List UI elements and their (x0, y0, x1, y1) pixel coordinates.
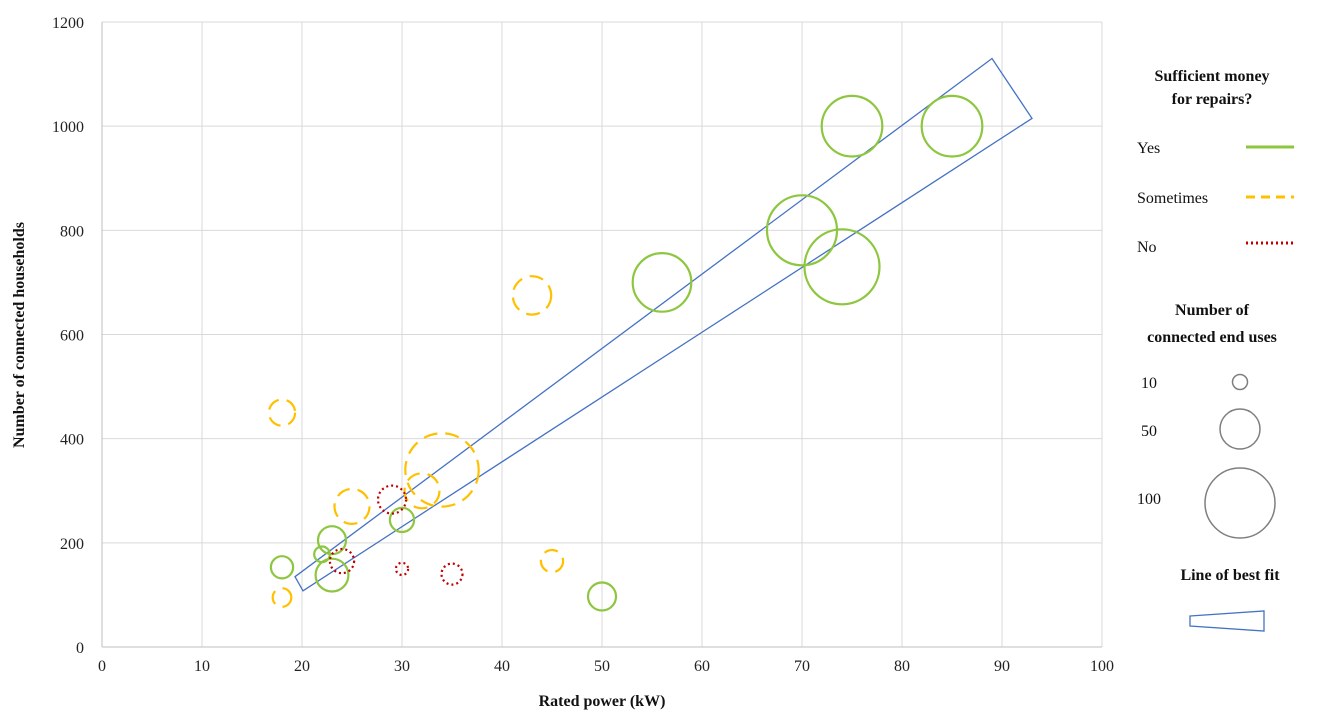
x-tick-label: 30 (394, 658, 410, 675)
bubble-yes (765, 194, 839, 267)
legend-item-yes-label: Yes (1137, 140, 1160, 157)
legend-fit-title: Line of best fit (1180, 567, 1280, 584)
bubble-yes (920, 94, 984, 158)
legend-size-10-label: 10 (1141, 375, 1157, 392)
tick-labels: 0 10 20 30 40 50 60 70 80 90 100020040060080010001… (52, 15, 1114, 675)
bubble-no (328, 547, 356, 575)
legend-fit-swatch (1189, 610, 1265, 632)
bubble-sometimes (333, 487, 371, 525)
y-axis-title: Number of connected households (11, 222, 28, 448)
bubble-sometimes (511, 275, 553, 316)
legend-size-50-circle (1219, 408, 1261, 450)
y-tick-label: 400 (60, 432, 84, 449)
y-tick-label: 600 (60, 328, 84, 345)
legend: Sufficient money for repairs? Yes Someti… (1137, 68, 1294, 632)
legend-item-sometimes-label: Sometimes (1137, 190, 1208, 207)
bubble-yes (586, 581, 618, 612)
x-tick-label: 50 (594, 658, 610, 675)
legend-size-100-label: 100 (1137, 491, 1161, 508)
bubble-yes (803, 228, 881, 306)
x-tick-label: 70 (794, 658, 810, 675)
legend-size-50-label: 50 (1141, 423, 1157, 440)
bubble-no (394, 561, 410, 577)
x-tick-label: 90 (994, 658, 1010, 675)
y-tick-label: 1200 (52, 15, 84, 32)
bubble-yes (313, 545, 331, 564)
best-fit-band (294, 57, 1033, 592)
legend-repairs-title-line1: Sufficient money (1154, 68, 1269, 85)
best-fit-band-outline (294, 57, 1033, 592)
bubble-yes (269, 555, 295, 580)
bubble-sometimes (271, 587, 293, 608)
axes (101, 22, 1102, 648)
x-tick-label: 20 (294, 658, 310, 675)
y-tick-label: 1000 (52, 119, 84, 136)
bubble-sometimes (267, 398, 297, 427)
y-tick-label: 200 (60, 536, 84, 553)
x-tick-label: 40 (494, 658, 510, 675)
bubble-no (376, 484, 408, 515)
x-axis-title: Rated power (kW) (539, 693, 666, 710)
bubble-sometimes (403, 472, 441, 510)
y-tick-label: 800 (60, 223, 84, 240)
bubble-sometimes (539, 548, 565, 574)
bubble-yes (631, 251, 693, 313)
legend-size-title-line2: connected end uses (1147, 329, 1277, 346)
bubble-sometimes (404, 432, 480, 508)
x-tick-label: 60 (694, 658, 710, 675)
x-tick-label: 10 (194, 658, 210, 675)
x-tick-label: 100 (1090, 658, 1114, 675)
bubble-yes (820, 94, 884, 158)
legend-size-title-line1: Number of (1175, 302, 1250, 319)
legend-size-100-circle (1204, 467, 1276, 539)
legend-item-no-label: No (1137, 239, 1157, 256)
y-tick-label: 0 (76, 640, 84, 657)
bubbles (267, 94, 984, 612)
gridlines (102, 21, 1103, 647)
bubble-yes (388, 506, 416, 534)
bubble-yes (314, 557, 350, 593)
bubble-no (440, 562, 464, 586)
legend-repairs-title-line2: for repairs? (1172, 91, 1253, 108)
x-tick-label: 0 (98, 658, 106, 675)
legend-size-10-circle (1231, 373, 1249, 391)
x-tick-label: 80 (894, 658, 910, 675)
